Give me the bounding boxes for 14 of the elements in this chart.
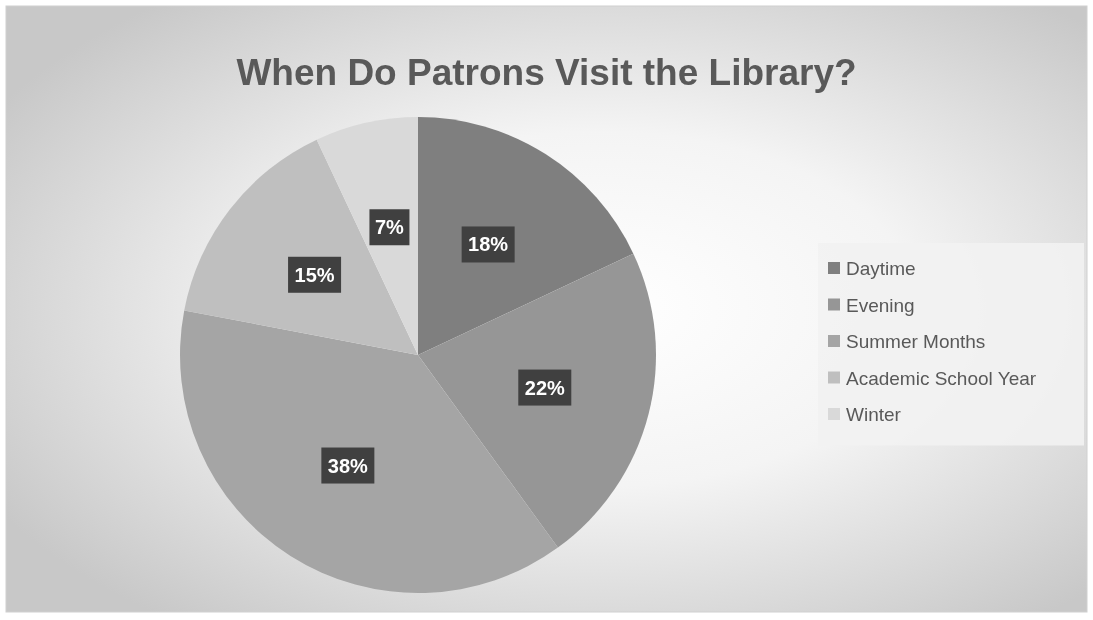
data-label: 15%: [294, 263, 335, 286]
chart-title: When Do Patrons Visit the Library?: [236, 52, 857, 93]
data-label: 7%: [374, 216, 405, 239]
legend-label: Daytime: [846, 258, 916, 279]
legend-label: Evening: [846, 294, 915, 316]
data-label: 22%: [524, 376, 566, 399]
pie-slice: [418, 117, 634, 355]
data-label: 38%: [327, 454, 369, 477]
pie-slice: [418, 253, 656, 548]
legend-label: Winter: [846, 404, 902, 425]
legend-label: Summer Months: [846, 331, 986, 352]
legend-label: Academic School Year: [846, 367, 1037, 389]
pie-slice: [184, 139, 418, 355]
data-label: 18%: [468, 233, 509, 256]
